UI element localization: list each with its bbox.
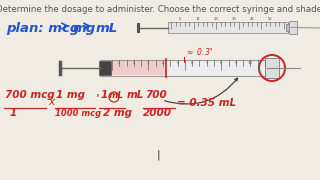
Text: 25: 25 xyxy=(213,17,219,21)
Bar xyxy=(265,58,279,78)
Text: 3: 3 xyxy=(147,61,150,65)
Text: mL: mL xyxy=(109,91,124,100)
Text: 700: 700 xyxy=(145,90,167,100)
Bar xyxy=(289,21,297,34)
Text: 1: 1 xyxy=(118,61,121,65)
Text: |: | xyxy=(156,150,160,160)
Text: 5: 5 xyxy=(176,61,179,65)
Text: $\approx$ 0.3": $\approx$ 0.3" xyxy=(185,46,214,57)
Text: mL: mL xyxy=(127,90,144,100)
Text: 7: 7 xyxy=(205,61,208,65)
Text: x: x xyxy=(48,97,54,107)
Text: Determine the dosage to administer. Choose the correct syringe and shade.: Determine the dosage to administer. Choo… xyxy=(0,5,320,14)
Text: 1000 mcg: 1000 mcg xyxy=(55,109,101,118)
Bar xyxy=(100,60,267,76)
Text: 10: 10 xyxy=(248,61,253,65)
Bar xyxy=(168,22,288,33)
Text: 1: 1 xyxy=(10,108,17,118)
Bar xyxy=(286,24,291,31)
Text: 2 mg: 2 mg xyxy=(103,108,132,118)
Text: 4: 4 xyxy=(162,61,164,65)
Text: mg: mg xyxy=(73,22,96,35)
Text: 1 mg: 1 mg xyxy=(56,90,85,100)
Text: 55: 55 xyxy=(268,17,272,21)
Text: ,: , xyxy=(95,86,99,99)
Text: 8: 8 xyxy=(220,61,222,65)
Text: 15: 15 xyxy=(196,17,200,21)
Text: mL: mL xyxy=(96,22,118,35)
Text: = 0.35 mL: = 0.35 mL xyxy=(177,98,236,108)
Text: 35: 35 xyxy=(232,17,236,21)
Bar xyxy=(99,61,111,75)
Bar xyxy=(112,61,165,75)
Text: 2000: 2000 xyxy=(143,108,172,118)
Text: 700 mcg: 700 mcg xyxy=(5,90,55,100)
Text: plan: mcg: plan: mcg xyxy=(6,22,79,35)
Text: 9: 9 xyxy=(235,61,237,65)
Text: 1: 1 xyxy=(101,90,108,100)
Text: 2: 2 xyxy=(132,61,135,65)
Text: 45: 45 xyxy=(250,17,254,21)
Text: 6: 6 xyxy=(191,61,193,65)
Text: 5: 5 xyxy=(179,17,181,21)
FancyArrowPatch shape xyxy=(165,78,237,104)
